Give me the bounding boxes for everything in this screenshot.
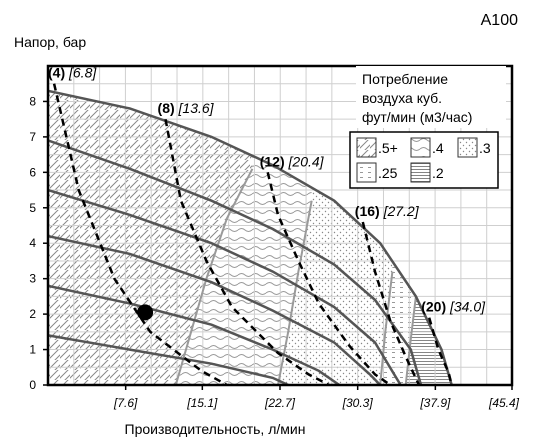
flow-curve-label-italic: [6.8]	[68, 65, 97, 81]
flow-curves	[52, 83, 453, 385]
legend-label-0.2: .2	[432, 165, 444, 181]
y-tick-label: 2	[29, 307, 36, 321]
legend-title-line-3: фут/мин (м3/час)	[362, 109, 472, 125]
legend-swatch-0.25	[356, 162, 377, 183]
flow-curve-label-italic: [20.4]	[288, 153, 325, 169]
zone-boundary-curve	[404, 296, 417, 385]
x-tick-label: [15.1]	[186, 396, 218, 410]
zone-boundary-curve	[174, 168, 254, 385]
y-tick-label: 7	[29, 130, 36, 144]
pressure-curve	[48, 188, 402, 385]
pressure-curve	[48, 139, 423, 385]
flow-curve-label-bold: (20)	[421, 299, 450, 315]
flow-curve-label: (20) [34.0]	[421, 299, 486, 315]
flow-curve-label-italic: [27.2]	[383, 203, 420, 219]
legend-swatch-0.5plus	[356, 137, 377, 158]
flow-curve	[164, 118, 330, 385]
x-axis-label: Производительность, л/мин	[125, 421, 306, 437]
operating-point	[137, 304, 154, 321]
flow-curve-label-bold: (12)	[260, 153, 289, 169]
legend-label-0.25: .25	[378, 165, 398, 181]
y-tick-label: 0	[29, 378, 36, 392]
flow-curve-labels: (4) [6.8] (8) [13.6] (12) [20.4] (16) [27.2…	[48, 65, 486, 315]
flow-curve-label: (12) [20.4]	[260, 153, 325, 169]
flow-curve-label-bold: (4)	[48, 65, 69, 81]
zone-boundary-curve	[379, 271, 394, 385]
flow-curve-label-bold: (16)	[355, 203, 384, 219]
y-tick-label: 3	[29, 272, 36, 286]
y-tick-label: 8	[29, 94, 36, 108]
zone-0.5plus	[48, 90, 253, 385]
x-tick-label: [37.9]	[419, 396, 451, 410]
zone-boundary-curve	[277, 200, 313, 385]
legend-title-box	[356, 66, 506, 128]
zone-0.3	[278, 187, 393, 385]
legend-label-0.3: .3	[479, 140, 491, 156]
legend-swatch-0.4	[410, 137, 431, 158]
legend-title-line-2: воздуха куб.	[362, 90, 442, 106]
zone-boundaries	[174, 168, 417, 385]
flow-curve-label: (8) [13.6]	[158, 100, 215, 116]
flow-curve-label: (4) [6.8]	[48, 65, 97, 81]
flow-curve	[266, 172, 392, 385]
legend-swatch-0.2	[410, 162, 431, 183]
x-tick-label: [7.6]	[113, 396, 138, 410]
flow-curve	[52, 83, 228, 385]
flow-curve-label: (16) [27.2]	[355, 203, 420, 219]
legend-label-0.4: .4	[432, 140, 444, 156]
flow-curve-label-italic: [13.6]	[178, 100, 215, 116]
pressure-curve	[48, 334, 289, 385]
zone-0.2	[405, 296, 452, 385]
zone-0.25	[380, 261, 416, 385]
flow-curve-label-bold: (8)	[158, 100, 179, 116]
legend-label-0.5plus: .5+	[378, 140, 398, 156]
flow-curve	[427, 317, 453, 385]
pressure-curve	[48, 284, 341, 385]
consumption-zones	[48, 90, 452, 385]
x-tick-label: [22.7]	[264, 396, 296, 410]
legend: Потребление воздуха куб. фут/мин (м3/час…	[349, 66, 506, 189]
y-tick-label: 4	[29, 236, 36, 250]
y-axis: 0 1 2 3 4 5 6 7 8	[29, 94, 48, 392]
y-axis-label: Напор, бар	[14, 34, 86, 50]
x-tick-label: [30.3]	[342, 396, 374, 410]
model-label: A100	[481, 12, 518, 29]
x-tick-label: [45.4]	[488, 396, 520, 410]
flow-curve-label-italic: [34.0]	[449, 299, 486, 315]
legend-title-line-1: Потребление	[362, 71, 448, 87]
y-tick-label: 1	[29, 343, 36, 357]
x-axis: [7.6] [15.1] [22.7] [30.3] [37.9] [45.4]	[113, 385, 520, 410]
pressure-curve	[48, 234, 382, 385]
y-tick-label: 5	[29, 201, 36, 215]
y-tick-label: 6	[29, 165, 36, 179]
legend-swatch-0.3	[457, 137, 478, 158]
